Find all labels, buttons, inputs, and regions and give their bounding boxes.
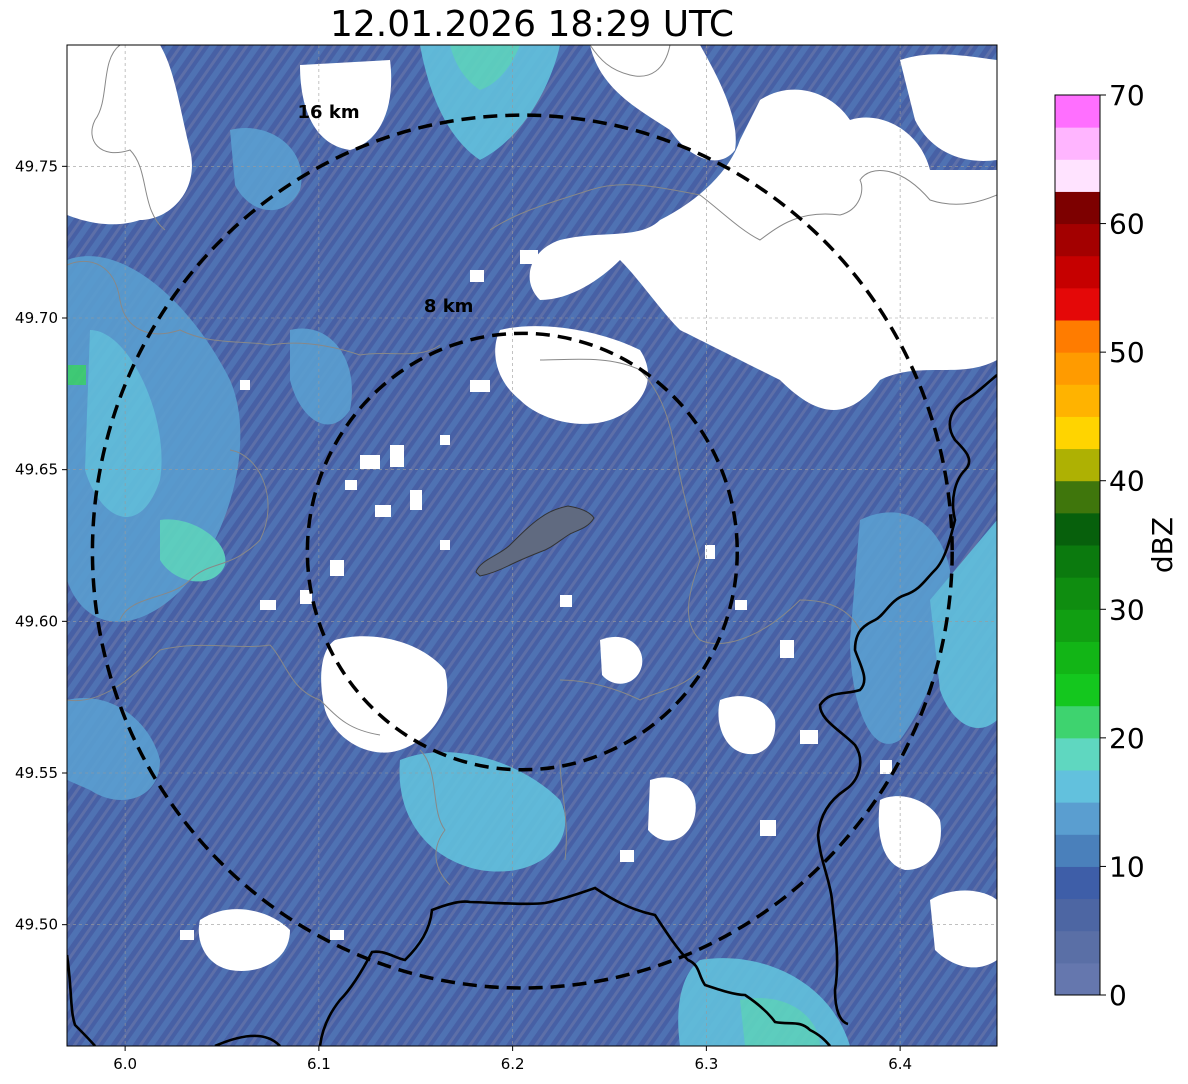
- x-tick-label: 6.3: [694, 1055, 718, 1073]
- colorbar: 0 10 20 30 40 50 60 70 dBZ: [1054, 79, 1179, 1012]
- colorbar-swatch: [1055, 352, 1100, 385]
- colorbar-swatch: [1055, 673, 1100, 707]
- y-tick-label: 49.65: [15, 461, 58, 479]
- x-tick-label: 6.0: [113, 1055, 137, 1073]
- colorbar-swatch: [1055, 191, 1100, 225]
- x-axis: 6.0 6.1 6.2 6.3 6.4: [113, 1046, 912, 1073]
- municipal-boundaries: [67, 45, 997, 886]
- colorbar-tick-label: 0: [1109, 979, 1127, 1012]
- y-tick-label: 49.75: [15, 157, 58, 175]
- colorbar-swatch: [1055, 416, 1100, 450]
- range-rings: 8 km 16 km: [90, 102, 954, 990]
- range-ring-label: 8 km: [424, 296, 474, 317]
- chart-title: 12.01.2026 18:29 UTC: [329, 4, 735, 45]
- plot-area: 8 km 16 km: [67, 45, 997, 1046]
- colorbar-swatch: [1055, 320, 1100, 353]
- colorbar-tick-label: 70: [1109, 79, 1145, 112]
- city-area: [475, 505, 595, 577]
- range-ring: [90, 113, 954, 990]
- no-echo-speckles: [180, 250, 892, 940]
- x-tick-label: 6.4: [888, 1055, 912, 1073]
- colorbar-swatch: [1055, 448, 1100, 482]
- colorbar-tick-label: 40: [1109, 465, 1145, 498]
- colorbar-swatch: [1055, 512, 1100, 546]
- colorbar-frame: [1054, 94, 1101, 996]
- national-borders: [67, 374, 997, 1046]
- colorbar-swatch: [1055, 898, 1100, 932]
- y-tick-label: 49.55: [15, 764, 58, 782]
- colorbar-swatch: [1055, 705, 1100, 739]
- colorbar-swatch: [1055, 737, 1100, 771]
- colorbar-swatch: [1055, 834, 1100, 867]
- y-tick-label: 49.60: [15, 612, 58, 630]
- plot-frame: [66, 44, 998, 1047]
- colorbar-swatch: [1055, 609, 1100, 642]
- colorbar-swatch: [1055, 962, 1100, 996]
- x-tick-label: 6.1: [307, 1055, 331, 1073]
- colorbar-swatch: [1055, 545, 1100, 578]
- colorbar-tick-label: 10: [1109, 850, 1145, 883]
- colorbar-swatch: [1055, 866, 1100, 900]
- colorbar-tick-label: 20: [1109, 722, 1145, 755]
- colorbar-swatch: [1055, 802, 1100, 835]
- colorbar-swatch: [1055, 641, 1100, 675]
- echo-moderate-patches: [67, 45, 997, 1046]
- x-tick-label: 6.2: [501, 1055, 525, 1073]
- colorbar-label: dBZ: [1146, 517, 1179, 573]
- colorbar-swatch: [1055, 95, 1100, 128]
- colorbar-swatch: [1055, 287, 1100, 321]
- colorbar-swatch: [1055, 127, 1100, 160]
- colorbar-swatch: [1055, 480, 1100, 514]
- colorbar-swatch: [1055, 159, 1100, 192]
- colorbar-swatch: [1055, 930, 1100, 964]
- y-axis: 49.75 49.70 49.65 49.60 49.55 49.50: [15, 157, 67, 934]
- colorbar-swatch: [1055, 384, 1100, 417]
- colorbar-tick-label: 50: [1109, 336, 1145, 369]
- colorbar-tick-label: 60: [1109, 208, 1145, 241]
- colorbar-swatch: [1055, 255, 1100, 289]
- colorbar-swatch: [1055, 770, 1100, 803]
- range-ring: [305, 331, 739, 772]
- y-tick-label: 49.50: [15, 916, 58, 934]
- range-ring-label: 16 km: [298, 102, 360, 123]
- grid-lines: [67, 45, 997, 1046]
- colorbar-swatch: [1055, 223, 1100, 257]
- colorbar-tick-label: 30: [1109, 593, 1145, 626]
- colorbar-swatch: [1055, 577, 1100, 610]
- y-tick-label: 49.70: [15, 309, 58, 327]
